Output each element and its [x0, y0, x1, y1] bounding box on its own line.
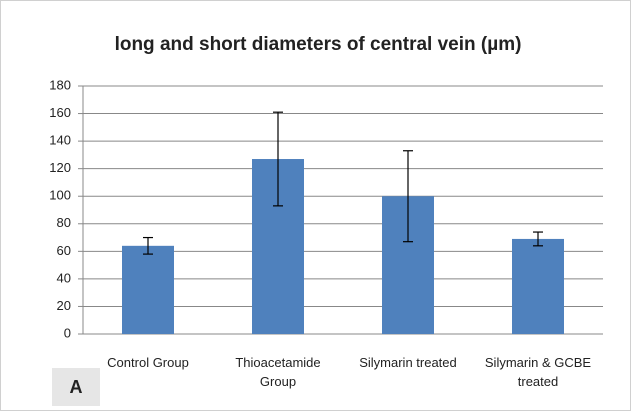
panel-label: A — [70, 377, 83, 397]
error-bar — [143, 236, 153, 255]
error-bar — [533, 231, 543, 247]
y-tick-label: 100 — [49, 188, 71, 203]
x-tick-label: Silymarin & GCBE treated — [484, 355, 592, 389]
y-tick-label: 140 — [49, 133, 71, 148]
x-tick-label: Thioacetamide Group — [235, 355, 321, 389]
error-bar — [273, 111, 283, 207]
y-tick-label: 20 — [57, 298, 71, 313]
chart-title: long and short diameters of central vein… — [115, 34, 522, 55]
panel-label-box — [52, 368, 100, 406]
bar — [512, 238, 564, 334]
x-tick-label: Control Group — [107, 355, 189, 370]
y-tick-label: 0 — [64, 325, 71, 340]
bar — [122, 245, 174, 334]
y-tick-label: 120 — [49, 160, 71, 175]
y-tick-label: 60 — [57, 243, 71, 258]
y-tick-label: 40 — [57, 270, 71, 285]
x-tick-label: Silymarin treated — [359, 355, 457, 370]
error-bar — [403, 150, 413, 243]
y-tick-label: 160 — [49, 105, 71, 120]
y-tick-label: 80 — [57, 215, 71, 230]
y-tick-label: 180 — [49, 77, 71, 92]
